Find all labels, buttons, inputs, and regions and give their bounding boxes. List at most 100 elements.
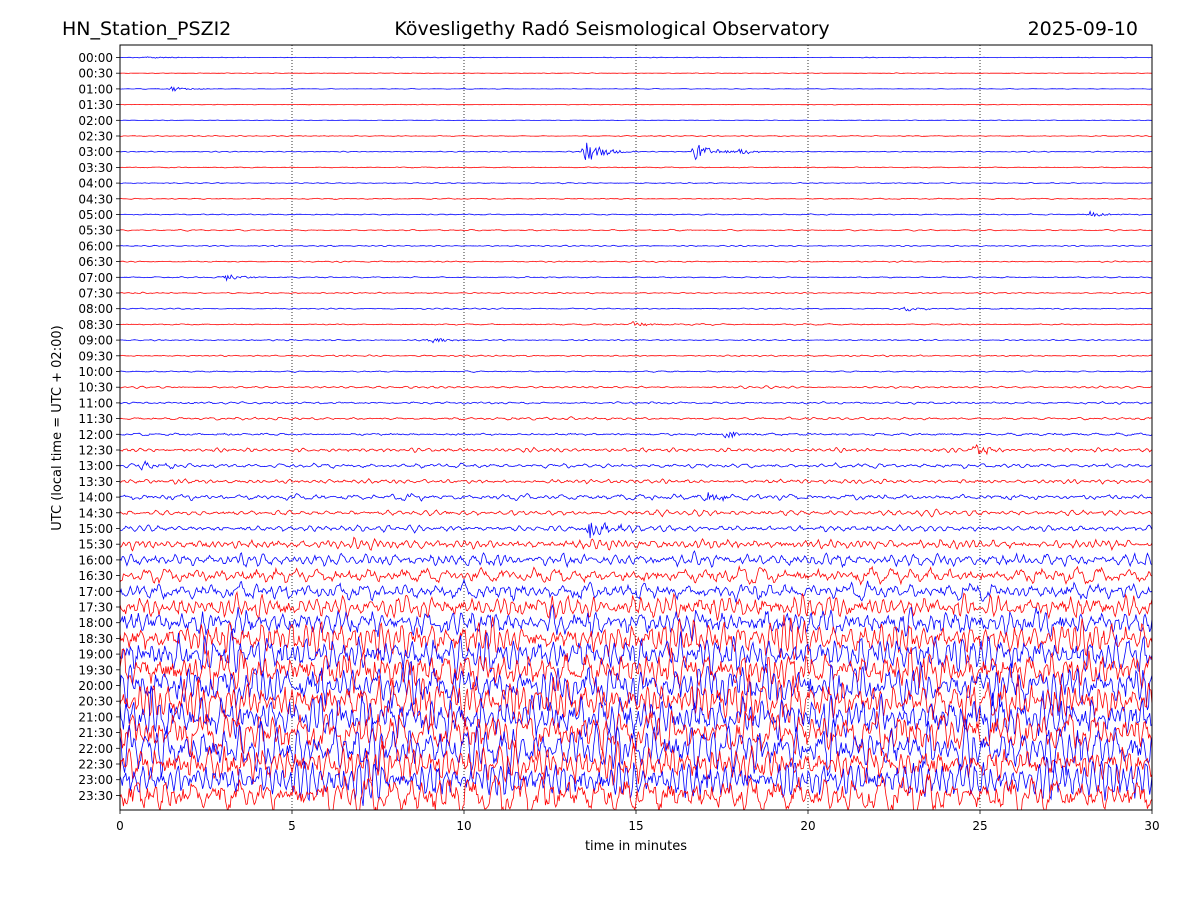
y-tick-label: 22:30	[78, 758, 113, 772]
trace-row	[120, 774, 1152, 810]
y-tick-label: 22:00	[78, 742, 113, 756]
y-tick-label: 17:30	[78, 601, 113, 615]
y-tick-label: 13:00	[78, 459, 113, 473]
trace-row	[120, 56, 1152, 59]
y-tick-label: 00:30	[78, 67, 113, 81]
y-tick-label: 06:00	[78, 239, 113, 253]
trace-row	[120, 740, 1152, 787]
y-tick-label: 12:30	[78, 444, 113, 458]
trace-row	[120, 291, 1152, 295]
y-tick-label: 09:30	[78, 349, 113, 363]
y-tick-label: 14:30	[78, 506, 113, 520]
y-tick-label: 19:00	[78, 648, 113, 662]
trace-row	[120, 86, 1152, 92]
trace-row	[120, 674, 1152, 729]
x-tick-label: 20	[800, 819, 815, 833]
trace-row	[120, 260, 1152, 263]
trace-row	[120, 603, 1152, 642]
x-axis-label: time in minutes	[585, 839, 687, 854]
y-tick-label: 12:00	[78, 428, 113, 442]
y-tick-label: 13:30	[78, 475, 113, 489]
y-axis-label: UTC (local time = UTC + 02:00)	[50, 325, 65, 530]
y-tick-label: 18:00	[78, 616, 113, 630]
trace-row	[120, 244, 1152, 248]
x-tick-label: 5	[288, 819, 296, 833]
y-tick-label: 14:00	[78, 491, 113, 505]
y-tick-label: 15:00	[78, 522, 113, 536]
trace-row	[120, 385, 1152, 390]
x-tick-label: 30	[1144, 819, 1159, 833]
trace-row	[120, 72, 1152, 75]
trace-row	[120, 536, 1152, 552]
y-tick-label: 00:00	[78, 51, 113, 65]
y-tick-label: 07:30	[78, 287, 113, 301]
trace-row	[120, 444, 1152, 456]
y-tick-label: 05:00	[78, 208, 113, 222]
trace-row	[120, 647, 1152, 694]
y-tick-label: 20:30	[78, 695, 113, 709]
trace-row	[120, 565, 1152, 586]
y-tick-label: 03:00	[78, 145, 113, 159]
trace-row	[120, 460, 1152, 471]
trace-row	[120, 370, 1152, 373]
trace-row	[120, 416, 1152, 421]
y-tick-label: 03:30	[78, 161, 113, 175]
trace-row	[120, 274, 1152, 282]
y-tick-label: 11:00	[78, 396, 113, 410]
y-tick-label: 02:00	[78, 114, 113, 128]
x-tick-label: 25	[972, 819, 987, 833]
trace-row	[120, 521, 1152, 539]
trace-row	[120, 492, 1152, 503]
y-tick-label: 11:30	[78, 412, 113, 426]
y-tick-label: 16:00	[78, 553, 113, 567]
y-tick-label: 19:30	[78, 663, 113, 677]
trace-row	[120, 103, 1152, 106]
chart-title: Kövesligethy Radó Seismological Observat…	[394, 18, 829, 40]
y-tick-label: 04:00	[78, 177, 113, 191]
trace-row	[120, 685, 1152, 742]
trace-row	[120, 508, 1152, 518]
trace-row	[120, 477, 1152, 485]
y-tick-label: 08:00	[78, 302, 113, 316]
trace-row	[120, 578, 1152, 603]
y-tick-label: 04:30	[78, 192, 113, 206]
trace-row	[120, 321, 1152, 327]
trace-row	[120, 660, 1152, 716]
y-tick-label: 23:00	[78, 773, 113, 787]
trace-row	[120, 197, 1152, 200]
y-tick-label: 16:30	[78, 569, 113, 583]
trace-row	[120, 401, 1152, 405]
trace-row	[120, 590, 1152, 621]
trace-row	[120, 550, 1152, 569]
y-tick-label: 05:30	[78, 224, 113, 238]
trace-row	[120, 142, 1152, 161]
trace-row	[120, 182, 1152, 185]
y-tick-label: 07:00	[78, 271, 113, 285]
y-tick-label: 18:30	[78, 632, 113, 646]
trace-row	[120, 710, 1152, 762]
trace-row	[120, 119, 1152, 122]
trace-row	[120, 210, 1152, 218]
x-tick-label: 15	[628, 819, 643, 833]
y-tick-label: 02:30	[78, 130, 113, 144]
trace-row	[120, 431, 1152, 439]
y-tick-label: 20:00	[78, 679, 113, 693]
y-tick-label: 23:30	[78, 789, 113, 803]
date-label: 2025-09-10	[1028, 18, 1138, 40]
y-tick-label: 10:30	[78, 381, 113, 395]
trace-row	[120, 354, 1152, 358]
y-tick-label: 09:00	[78, 334, 113, 348]
trace-row	[120, 717, 1152, 779]
x-axis-ticks: 0 5 10 15 20 25 30	[116, 810, 1160, 833]
y-tick-label: 10:00	[78, 365, 113, 379]
y-tick-label: 01:00	[78, 82, 113, 96]
y-tick-label: 08:30	[78, 318, 113, 332]
seismogram-traces	[120, 56, 1152, 810]
trace-row	[120, 337, 1152, 344]
y-tick-label: 06:30	[78, 255, 113, 269]
y-tick-label: 21:00	[78, 710, 113, 724]
y-tick-label: 01:30	[78, 98, 113, 112]
y-tick-label: 15:30	[78, 538, 113, 552]
y-tick-label: 17:00	[78, 585, 113, 599]
